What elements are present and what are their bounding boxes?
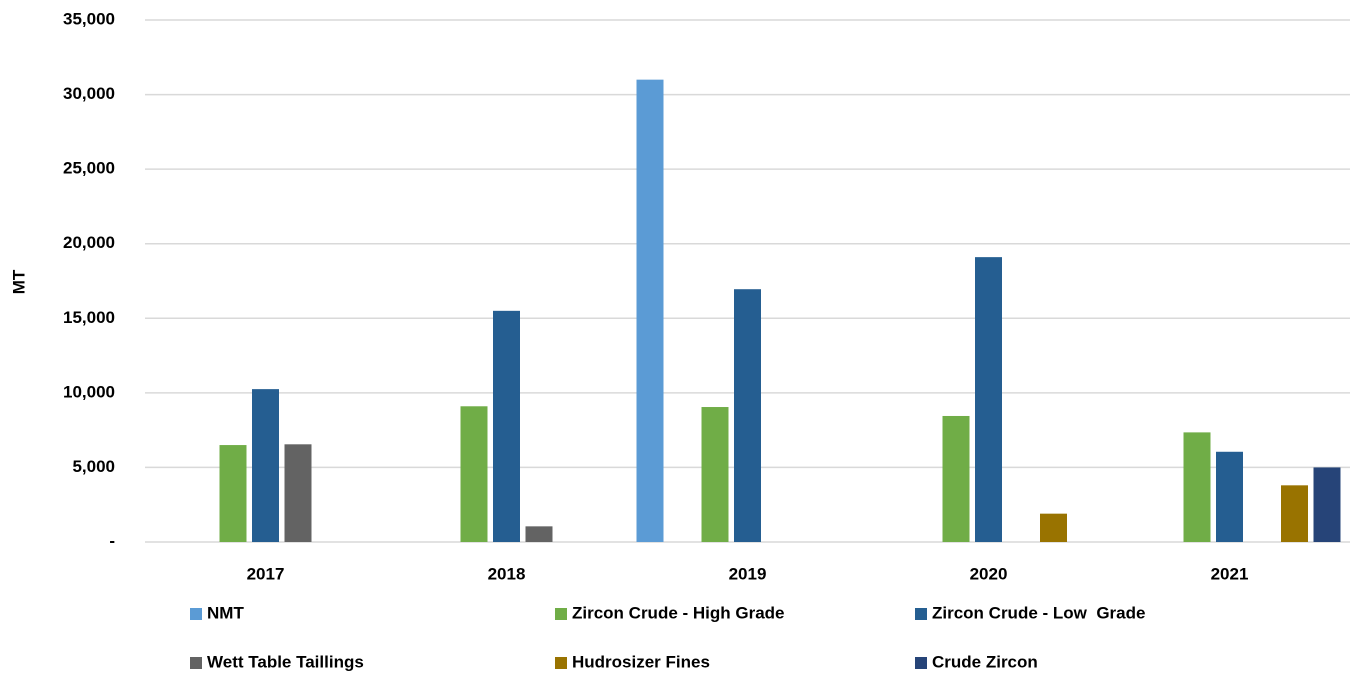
bar (1313, 467, 1341, 542)
bar (701, 407, 729, 542)
bar (493, 310, 520, 542)
x-tick-label: 2021 (1211, 564, 1249, 583)
legend-label: Wett Table Taillings (207, 652, 364, 671)
legend-swatch (555, 608, 567, 620)
bar (636, 79, 664, 543)
bar (1281, 485, 1308, 542)
bar (1216, 451, 1243, 542)
y-tick-label: 5,000 (72, 457, 115, 476)
y-tick-label: 15,000 (63, 308, 115, 327)
legend-label: Zircon Crude - Low Grade (932, 603, 1145, 622)
legend-swatch (915, 608, 927, 620)
bar (525, 526, 553, 542)
x-tick-label: 2019 (729, 564, 767, 583)
y-tick-label: 10,000 (63, 382, 115, 401)
legend-label: Zircon Crude - High Grade (572, 603, 785, 622)
bar (1040, 513, 1067, 542)
bar (1183, 432, 1211, 542)
y-tick-label: 35,000 (63, 9, 115, 28)
x-tick-label: 2017 (247, 564, 285, 583)
legend-swatch (190, 657, 202, 669)
x-tick-label: 2020 (970, 564, 1008, 583)
legend-label: Crude Zircon (932, 652, 1038, 671)
bar (252, 389, 279, 542)
y-tick-label: 30,000 (63, 84, 115, 103)
bar (734, 289, 761, 542)
bar (219, 445, 247, 542)
bar (942, 415, 970, 542)
x-tick-label: 2018 (488, 564, 526, 583)
bar (460, 406, 488, 542)
y-tick-label: - (109, 531, 115, 550)
y-axis-label: MT (9, 269, 28, 294)
legend-swatch (915, 657, 927, 669)
legend-label: Hudrosizer Fines (572, 652, 710, 671)
legend-swatch (190, 608, 202, 620)
legend-label: NMT (207, 603, 244, 622)
bar (975, 257, 1002, 542)
bar (284, 444, 312, 542)
y-tick-label: 20,000 (63, 233, 115, 252)
y-tick-label: 25,000 (63, 159, 115, 178)
legend-swatch (555, 657, 567, 669)
